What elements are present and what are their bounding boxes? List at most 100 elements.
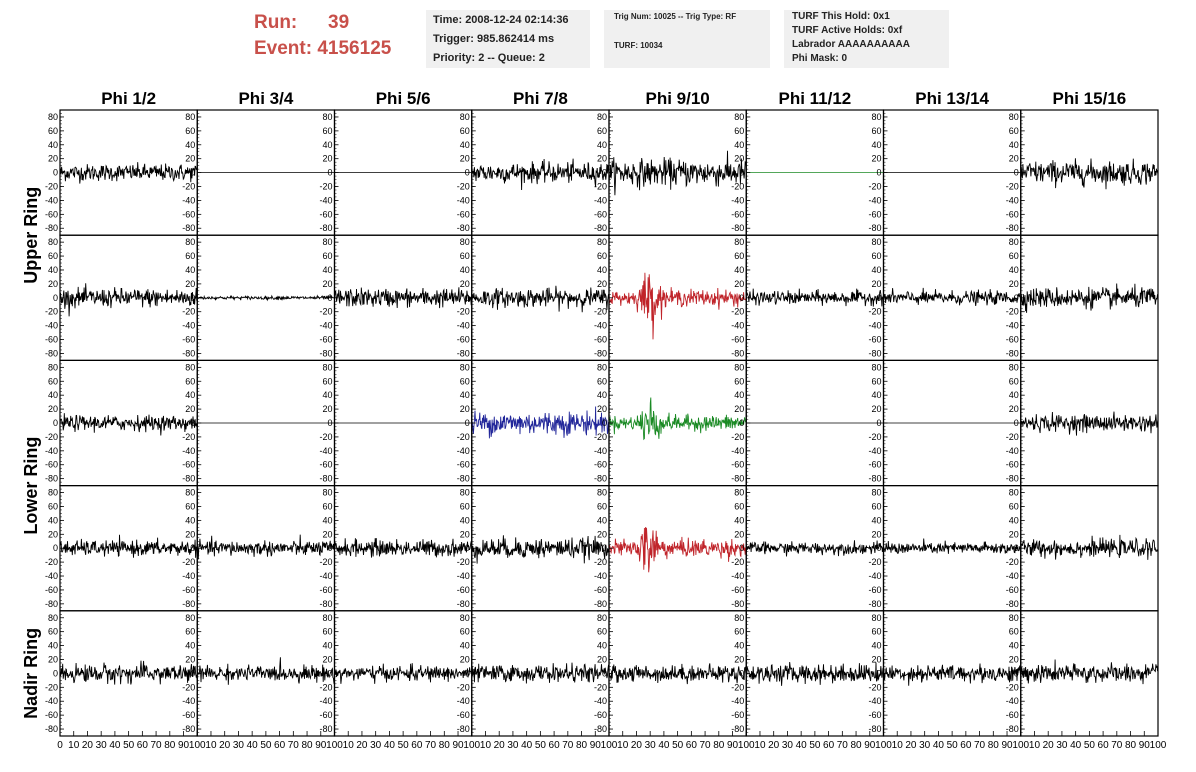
x-tick-label: 50 <box>123 740 135 751</box>
y-tick-label: 60 <box>597 501 607 511</box>
y-tick-label: 0 <box>190 293 195 303</box>
x-tick-label: 50 <box>672 740 684 751</box>
y-tick-label: 40 <box>734 265 744 275</box>
y-tick-label: 0 <box>1014 168 1019 178</box>
y-tick-label: -40 <box>868 195 881 205</box>
y-tick-label: 80 <box>597 613 607 623</box>
y-tick-label: 40 <box>48 265 58 275</box>
y-tick-label: -60 <box>1006 335 1019 345</box>
y-tick-label: 0 <box>602 293 607 303</box>
y-tick-label: 40 <box>48 641 58 651</box>
y-tick-label: -80 <box>319 474 332 484</box>
y-tick-label: 80 <box>597 362 607 372</box>
x-tick-label: 40 <box>658 740 670 751</box>
y-tick-label: -40 <box>731 571 744 581</box>
y-tick-label: 60 <box>322 501 332 511</box>
y-tick-label: 0 <box>602 543 607 553</box>
y-tick-label: -20 <box>319 432 332 442</box>
x-tick-label: 30 <box>645 740 657 751</box>
waveform-trace <box>334 663 473 684</box>
turf-text: TURF: 10034 <box>614 41 663 50</box>
y-tick-label: 0 <box>1014 418 1019 428</box>
x-tick-label: 80 <box>439 740 451 751</box>
y-tick-label: -20 <box>868 182 881 192</box>
y-tick-label: 60 <box>597 126 607 136</box>
y-tick-label: 40 <box>734 641 744 651</box>
time-text: Time: 2008-12-24 02:14:36 <box>433 14 569 26</box>
x-tick-label: 80 <box>301 740 313 751</box>
x-tick-label: 90 <box>1001 740 1013 751</box>
x-tick-label: 100 <box>463 740 480 751</box>
y-tick-label: -60 <box>457 710 470 720</box>
x-tick-label: 30 <box>782 740 794 751</box>
y-tick-label: 40 <box>460 140 470 150</box>
waveform-trace <box>1020 158 1159 190</box>
y-tick-label: 80 <box>48 488 58 498</box>
y-tick-label: -20 <box>868 682 881 692</box>
x-tick-label: 80 <box>164 740 176 751</box>
column-header: Phi 9/10 <box>645 89 709 108</box>
y-tick-label: -40 <box>731 446 744 456</box>
y-tick-label: 60 <box>1009 251 1019 261</box>
y-tick-label: 60 <box>48 251 58 261</box>
y-tick-label: -40 <box>45 195 58 205</box>
x-tick-label: 60 <box>137 740 149 751</box>
x-tick-label: 90 <box>727 740 739 751</box>
y-tick-label: -60 <box>457 335 470 345</box>
y-tick-label: -60 <box>457 209 470 219</box>
y-tick-label: -40 <box>319 571 332 581</box>
x-tick-label: 40 <box>384 740 396 751</box>
y-tick-label: 20 <box>1009 404 1019 414</box>
y-tick-label: -20 <box>45 432 58 442</box>
y-tick-label: 80 <box>322 362 332 372</box>
y-tick-label: -20 <box>594 307 607 317</box>
event-label: Event: <box>254 38 313 59</box>
y-tick-label: 80 <box>871 613 881 623</box>
y-tick-label: 0 <box>53 668 58 678</box>
y-tick-label: 80 <box>1009 362 1019 372</box>
waveform-trace <box>1020 659 1159 685</box>
y-tick-label: -40 <box>1006 195 1019 205</box>
y-tick-label: -20 <box>45 182 58 192</box>
x-tick-label: 10 <box>205 740 217 751</box>
y-tick-label: 60 <box>734 126 744 136</box>
y-tick-label: -80 <box>868 724 881 734</box>
y-tick-label: 0 <box>53 543 58 553</box>
y-tick-label: -80 <box>731 223 744 233</box>
y-tick-label: -20 <box>731 432 744 442</box>
waveform-trace <box>471 406 610 439</box>
y-tick-label: -80 <box>182 223 195 233</box>
run-value: 39 <box>328 12 350 33</box>
x-tick-label: 30 <box>919 740 931 751</box>
y-tick-label: -80 <box>594 474 607 484</box>
y-tick-label: -60 <box>868 710 881 720</box>
y-tick-label: 20 <box>871 154 881 164</box>
y-tick-label: -20 <box>1006 682 1019 692</box>
waveform-trace <box>1020 283 1159 313</box>
column-header: Phi 11/12 <box>778 89 851 108</box>
y-tick-label: -60 <box>457 460 470 470</box>
y-tick-label: 60 <box>48 126 58 136</box>
y-tick-label: 60 <box>48 376 58 386</box>
y-tick-label: 80 <box>460 112 470 122</box>
y-tick-label: -20 <box>45 557 58 567</box>
y-tick-label: 20 <box>48 404 58 414</box>
y-tick-label: 40 <box>871 140 881 150</box>
y-tick-label: -80 <box>182 474 195 484</box>
x-tick-label: 90 <box>864 740 876 751</box>
x-tick-label: 60 <box>1098 740 1110 751</box>
y-tick-label: -40 <box>457 446 470 456</box>
y-tick-label: -80 <box>1006 724 1019 734</box>
turf-active-text: TURF Active Holds: 0xf <box>792 25 903 36</box>
x-tick-label: 90 <box>1139 740 1151 751</box>
y-tick-label: 0 <box>876 418 881 428</box>
y-tick-label: -60 <box>182 335 195 345</box>
x-tick-label: 100 <box>1150 740 1167 751</box>
y-tick-label: 20 <box>322 654 332 664</box>
y-tick-label: 60 <box>734 376 744 386</box>
y-tick-label: -80 <box>457 348 470 358</box>
y-tick-label: 40 <box>460 641 470 651</box>
y-tick-label: 60 <box>871 501 881 511</box>
labrador-text: Labrador AAAAAAAAAA <box>792 39 910 50</box>
y-tick-label: -80 <box>868 599 881 609</box>
